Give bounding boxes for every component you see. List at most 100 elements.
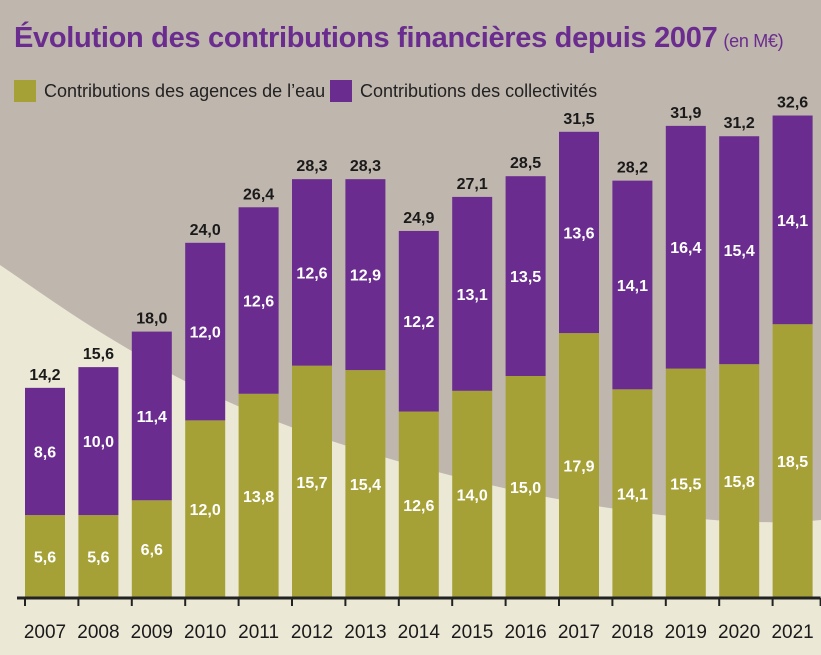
- bar-segment-collectivites: [665, 125, 706, 369]
- bar-segment-agences: [345, 370, 386, 598]
- value-label-agences: 18,5: [777, 454, 808, 471]
- bar-segment-collectivites: [719, 136, 760, 365]
- legend-swatch-agences: [14, 80, 36, 102]
- bar-segment-agences: [131, 500, 172, 598]
- legend-item-collectivites: Contributions des collectivités: [330, 80, 597, 102]
- value-label-collectivites: 13,1: [457, 287, 488, 304]
- total-label: 18,0: [136, 311, 167, 328]
- total-label: 28,3: [350, 158, 381, 175]
- value-label-collectivites: 11,4: [137, 409, 167, 426]
- x-tick-label: 2019: [665, 622, 707, 643]
- value-label-collectivites: 12,6: [243, 294, 274, 311]
- x-tick-label: 2021: [771, 622, 813, 643]
- total-label: 32,6: [777, 95, 808, 112]
- bar-segment-agences: [78, 515, 119, 598]
- value-label-collectivites: 8,6: [34, 444, 56, 461]
- total-label: 28,2: [617, 160, 648, 177]
- bar-segment-collectivites: [131, 331, 172, 501]
- value-label-collectivites: 12,2: [403, 314, 434, 331]
- value-label-agences: 15,5: [670, 476, 701, 493]
- value-label-agences: 15,0: [510, 480, 541, 497]
- value-label-collectivites: 16,4: [670, 240, 701, 257]
- value-label-agences: 6,6: [141, 542, 163, 559]
- bar-segment-agences: [292, 365, 332, 598]
- bar-segment-collectivites: [505, 176, 546, 376]
- bar-segment-collectivites: [612, 180, 653, 390]
- total-label: 31,9: [670, 105, 701, 122]
- value-label-agences: 13,8: [243, 489, 274, 506]
- bar-segment-agences: [452, 390, 493, 598]
- x-tick-label: 2015: [451, 622, 493, 643]
- x-tick-label: 2012: [291, 622, 333, 643]
- bar-segment-agences: [505, 376, 546, 598]
- total-label: 24,0: [190, 222, 221, 239]
- bar-segment-agences: [559, 333, 599, 598]
- x-tick-label: 2016: [504, 622, 546, 643]
- bar-segment-collectivites: [398, 230, 439, 412]
- legend-label-agences: Contributions des agences de l’eau: [44, 80, 326, 101]
- value-label-agences: 15,7: [296, 475, 327, 492]
- bar-segment-agences: [665, 368, 706, 598]
- total-label: 26,4: [243, 186, 274, 203]
- value-label-collectivites: 13,6: [563, 225, 594, 242]
- bar-segment-agences: [238, 393, 279, 598]
- x-tick-label: 2007: [24, 622, 66, 643]
- x-tick-label: 2013: [344, 622, 386, 643]
- x-tick-label: 2011: [238, 622, 279, 643]
- x-tick-label: 2008: [77, 622, 119, 643]
- x-tick-label: 2014: [398, 622, 441, 643]
- bar-segment-collectivites: [25, 387, 65, 516]
- value-label-collectivites: 12,6: [296, 265, 327, 282]
- total-label: 28,5: [510, 155, 541, 172]
- bar-segment-agences: [398, 411, 439, 598]
- value-label-collectivites: 10,0: [83, 434, 114, 451]
- bar-segment-collectivites: [559, 131, 599, 334]
- chart-title-text: Évolution des contributions financières …: [14, 22, 718, 54]
- total-label: 31,2: [724, 115, 755, 132]
- total-label: 15,6: [83, 346, 114, 363]
- bar-segment-agences: [719, 364, 760, 598]
- value-label-agences: 14,0: [457, 487, 488, 504]
- value-label-collectivites: 13,5: [510, 269, 541, 286]
- x-tick-label: 2020: [718, 622, 760, 643]
- x-tick-label: 2009: [131, 622, 173, 643]
- value-label-collectivites: 12,9: [350, 268, 381, 285]
- total-label: 28,3: [296, 158, 327, 175]
- total-label: 24,9: [403, 210, 434, 227]
- value-label-agences: 5,6: [87, 550, 109, 567]
- value-label-agences: 12,6: [403, 498, 434, 515]
- chart-title-unit: (en M€): [723, 31, 784, 51]
- bar-segment-collectivites: [238, 207, 279, 394]
- legend-label-collectivites: Contributions des collectivités: [360, 80, 598, 101]
- legend-item-agences: Contributions des agences de l’eau: [14, 80, 325, 102]
- total-label: 27,1: [457, 176, 488, 193]
- value-label-agences: 14,1: [617, 487, 648, 504]
- value-label-collectivites: 15,4: [724, 243, 755, 260]
- x-tick-label: 2018: [611, 622, 653, 643]
- x-tick-label: 2010: [184, 622, 226, 643]
- value-label-collectivites: 12,0: [190, 325, 221, 342]
- chart-title: Évolution des contributions financières …: [14, 22, 784, 55]
- x-tick-label: 2017: [558, 622, 600, 643]
- bar-segment-collectivites: [452, 196, 493, 391]
- total-label: 31,5: [563, 111, 594, 128]
- value-label-agences: 5,6: [34, 550, 56, 567]
- value-label-collectivites: 14,1: [777, 213, 808, 230]
- value-label-agences: 15,8: [724, 474, 755, 491]
- bar-segment-collectivites: [292, 179, 332, 366]
- bar-segment-agences: [772, 324, 813, 598]
- bar-segment-collectivites: [345, 179, 386, 371]
- total-label: 14,2: [29, 367, 60, 384]
- bar-segment-collectivites: [772, 115, 813, 325]
- bar-segment-collectivites: [78, 367, 119, 516]
- bar-segment-agences: [185, 420, 226, 598]
- bar-segment-agences: [612, 389, 653, 598]
- value-label-agences: 15,4: [350, 477, 381, 494]
- bar-segment-collectivites: [185, 242, 226, 421]
- value-label-collectivites: 14,1: [617, 278, 648, 295]
- bar-segment-agences: [25, 515, 65, 598]
- value-label-agences: 17,9: [563, 459, 594, 476]
- legend-swatch-collectivites: [330, 80, 352, 102]
- value-label-agences: 12,0: [190, 502, 221, 519]
